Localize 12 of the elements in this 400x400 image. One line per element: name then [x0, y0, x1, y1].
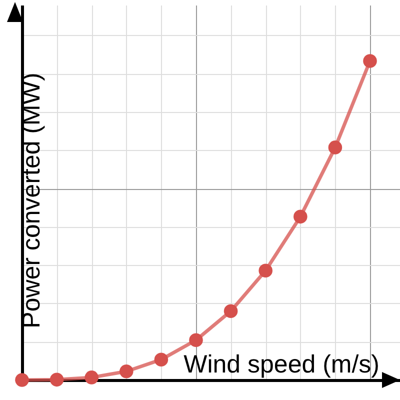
- point: [294, 210, 308, 224]
- point: [15, 373, 29, 387]
- point: [84, 370, 98, 384]
- point: [189, 333, 203, 348]
- point: [258, 264, 272, 278]
- point: [50, 372, 64, 387]
- point: [224, 304, 238, 318]
- point: [363, 54, 377, 68]
- point: [154, 352, 168, 366]
- x-axis-title: Wind speed (m/s): [184, 350, 380, 378]
- point: [328, 140, 342, 154]
- point: [120, 364, 134, 378]
